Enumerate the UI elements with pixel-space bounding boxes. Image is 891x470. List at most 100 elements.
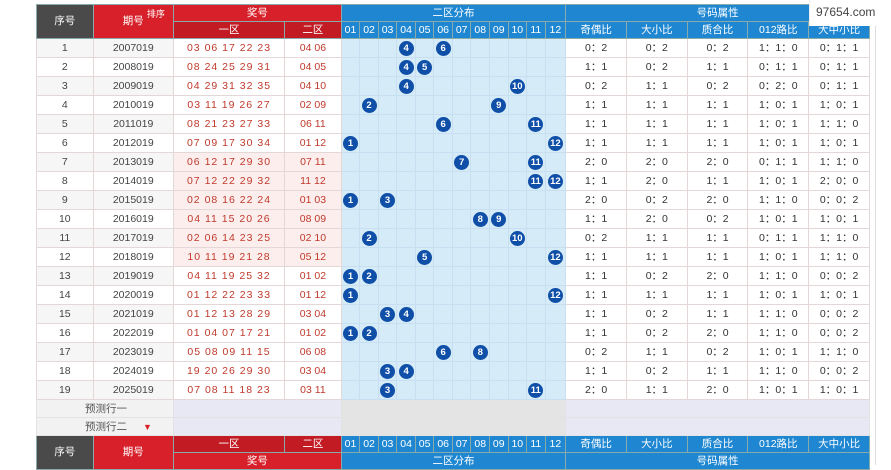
number-ball: 8	[472, 344, 488, 360]
row-attr-1: 0：2	[565, 38, 627, 58]
row-attr-2: 1：1	[625, 76, 688, 96]
dist-cell-miss	[488, 190, 509, 210]
table-row: 16 2022019 01 04 07 17 21 01 02 1 2 1：1 0：2 2：0 1…	[36, 323, 870, 343]
dist-cell-miss	[359, 361, 379, 381]
row-zone2: 01 02	[284, 323, 342, 343]
row-attr-1: 1：1	[565, 133, 627, 153]
dist-cell-miss	[359, 171, 379, 191]
dist-cell-hit: 11	[526, 380, 546, 400]
row-attr-1: 1：1	[565, 209, 627, 229]
dist-cell-miss	[433, 304, 453, 324]
predict-label-2[interactable]: 预测行二 ▼	[36, 417, 174, 436]
footer-zone1: 一区	[172, 435, 286, 453]
footer-dist-col-11: 11	[526, 435, 546, 453]
dist-cell-hit: 3	[377, 380, 398, 400]
dist-cell-miss	[433, 76, 453, 96]
row-attr-2: 0：2	[625, 361, 688, 381]
dist-cell-miss	[526, 209, 546, 229]
row-period: 2021019	[92, 304, 174, 324]
row-seq: 9	[36, 190, 94, 210]
header-seq[interactable]: 序号	[36, 4, 94, 39]
row-zone2: 04 10	[284, 76, 342, 96]
row-period: 2017019	[92, 228, 174, 248]
dist-cell-miss	[433, 133, 453, 153]
row-attr-3: 0：2	[686, 209, 749, 229]
dist-cell-miss	[526, 190, 546, 210]
row-seq: 8	[36, 171, 94, 191]
row-period: 2010019	[92, 95, 174, 115]
dist-cell-miss	[526, 228, 546, 248]
row-attr-5: 0：1：1	[808, 38, 870, 58]
number-ball: 1	[343, 192, 358, 208]
footer-dist-col-01: 01	[340, 435, 361, 453]
footer-dist-col-09: 09	[488, 435, 509, 453]
number-ball: 6	[435, 40, 451, 56]
row-attr-5: 0：0：2	[808, 323, 870, 343]
dist-cell-miss	[470, 285, 490, 305]
sort-button[interactable]: 排序	[146, 9, 165, 19]
predict-label-1[interactable]: 预测行一	[36, 399, 174, 418]
dist-cell-miss	[507, 285, 528, 305]
predict-input-attr-1[interactable]	[565, 399, 870, 418]
number-ball: 1	[343, 287, 358, 303]
row-attr-3: 0：2	[686, 76, 749, 96]
dist-cell-hit: 1	[340, 133, 361, 153]
dist-cell-miss	[433, 323, 453, 343]
header-dist-col-09: 09	[488, 21, 509, 39]
row-attr-5: 1：1：0	[808, 114, 870, 134]
row-attr-4: 1：1：0	[747, 304, 810, 324]
predict-input-attr-2[interactable]	[565, 417, 870, 436]
table-row: 2 2008019 08 24 25 29 31 04 05 4 5 1：1 0：2 1：1 0：…	[36, 57, 870, 77]
header-period[interactable]: 期号 排序	[92, 4, 174, 39]
row-zone1: 08 24 25 29 31	[172, 57, 286, 77]
header-dist-col-12: 12	[544, 21, 567, 39]
footer-period: 期号	[92, 435, 174, 470]
dist-cell-miss	[470, 266, 490, 286]
row-attr-2: 0：2	[625, 266, 688, 286]
row-attr-5: 1：1：0	[808, 342, 870, 362]
dist-cell-miss	[414, 171, 435, 191]
header-dist-col-07: 07	[451, 21, 472, 39]
dist-cell-miss	[396, 133, 416, 153]
arrow-down-icon[interactable]: ▼	[143, 421, 152, 432]
dist-cell-miss	[526, 133, 546, 153]
header-attr: 号码属性	[565, 4, 870, 22]
predict-input-dist-2[interactable]	[340, 417, 567, 436]
dist-cell-miss	[414, 76, 435, 96]
header-attr-col-1: 奇偶比	[565, 21, 627, 39]
row-attr-3: 1：1	[686, 95, 749, 115]
row-seq: 7	[36, 152, 94, 172]
header-zone1: 一区	[172, 21, 286, 39]
site-logo[interactable]: 97654.com	[809, 0, 891, 26]
dist-cell-miss	[340, 95, 361, 115]
dist-cell-miss	[507, 114, 528, 134]
row-zone2: 03 04	[284, 304, 342, 324]
dist-cell-miss	[340, 76, 361, 96]
row-attr-3: 1：1	[686, 247, 749, 267]
footer-attr: 号码属性	[565, 452, 870, 470]
row-zone1: 02 08 16 22 24	[172, 190, 286, 210]
number-ball: 3	[380, 192, 396, 208]
row-attr-1: 2：0	[565, 380, 627, 400]
row-attr-5: 1：0：1	[808, 95, 870, 115]
predict-input-prize-2[interactable]	[172, 417, 342, 436]
row-attr-4: 1：0：1	[747, 133, 810, 153]
dist-cell-hit: 4	[396, 304, 416, 324]
row-attr-4: 1：0：1	[747, 171, 810, 191]
dist-cell-miss	[470, 152, 490, 172]
dist-cell-miss	[340, 342, 361, 362]
dist-cell-miss	[451, 285, 472, 305]
row-seq: 16	[36, 323, 94, 343]
row-attr-3: 2：0	[686, 266, 749, 286]
row-zone1: 07 12 22 29 32	[172, 171, 286, 191]
dist-cell-hit: 4	[396, 38, 416, 58]
dist-cell-miss	[451, 209, 472, 229]
dist-cell-hit: 8	[470, 209, 490, 229]
dist-cell-miss	[507, 38, 528, 58]
predict-input-dist-1[interactable]	[340, 399, 567, 418]
dist-cell-miss	[359, 38, 379, 58]
header-period-label: 期号	[122, 15, 144, 27]
predict-input-prize-1[interactable]	[172, 399, 342, 418]
header-dist-col-01: 01	[340, 21, 361, 39]
row-attr-4: 1：0：1	[747, 380, 810, 400]
